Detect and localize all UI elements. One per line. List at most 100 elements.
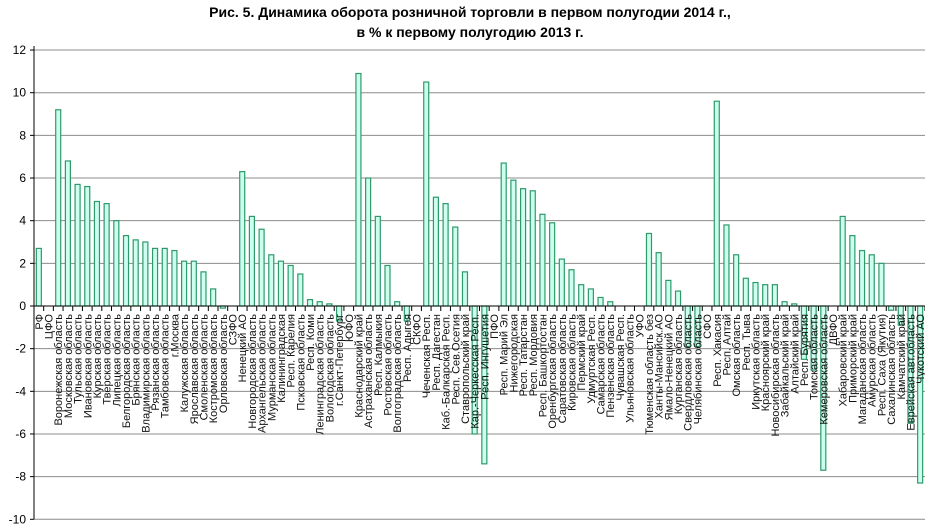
y-tick-label: 8: [19, 128, 26, 142]
bar: [858, 249, 866, 307]
bar: [587, 288, 594, 307]
bar: [868, 254, 875, 307]
category-label: Тверская область: [102, 314, 114, 405]
category-label: Респ. Коми: [305, 314, 317, 371]
bar: [84, 185, 91, 307]
category-label: Каб.-Балкарская Респ.: [441, 314, 453, 430]
bar: [64, 160, 71, 307]
bar: [151, 247, 159, 307]
bar: [122, 235, 130, 307]
category-label: Респ. Дагестан: [431, 314, 443, 391]
category-label: Респ. Карелия: [286, 314, 298, 387]
category-label: Респ. Алтай: [721, 314, 733, 375]
category-label: Удмуртская Респ.: [586, 314, 598, 404]
bar: [287, 264, 294, 307]
bar: [132, 239, 139, 307]
category-label: Респ. Ингушетия: [479, 314, 491, 400]
category-label: Вологодская область: [324, 314, 336, 423]
category-label: Респ. Саха (Якутия): [876, 314, 888, 416]
category-label: Ханты-Мансийск.АО: [654, 314, 666, 419]
chart-title: Рис. 5. Динамика оборота розничной торго…: [209, 4, 731, 20]
category-label: Респ. Бурятия: [799, 314, 811, 386]
category-label: Ульяновская область: [625, 314, 637, 423]
category-label: Костромская область: [208, 314, 220, 424]
category-label: Ненецкий АО: [237, 314, 249, 383]
category-label: Волгоградская область: [392, 314, 404, 433]
bar: [500, 162, 507, 307]
category-label: Респ. Сев.Осетия: [450, 314, 462, 404]
y-tick-label: 4: [19, 214, 26, 228]
category-label: Сахалинская область: [886, 314, 898, 425]
category-label: Ярославская область: [189, 314, 201, 425]
category-label: ДВФО: [828, 314, 840, 346]
category-label: Калужская область: [179, 314, 191, 413]
bar: [752, 281, 759, 307]
bar: [93, 200, 101, 307]
y-tick-label: 0: [19, 299, 26, 313]
bar: [539, 213, 546, 307]
category-label: Ростовская область: [382, 314, 394, 416]
bar: [771, 284, 778, 307]
category-label: Кар.-Черкесская Респ.: [470, 314, 482, 429]
category-label: Респ. Калмыкия: [373, 314, 385, 396]
category-label: Саратовская область: [557, 314, 569, 424]
y-tick-label: 6: [19, 171, 26, 185]
category-label: Алтайский край: [789, 314, 801, 394]
bar: [258, 228, 265, 307]
bar: [423, 81, 430, 307]
bar: [519, 188, 527, 307]
bar: [461, 271, 469, 307]
y-tick-label: -4: [15, 384, 26, 398]
bar: [849, 235, 856, 307]
bar: [181, 260, 188, 307]
bar: [733, 254, 740, 307]
bar: [200, 271, 207, 307]
bar: [839, 215, 846, 307]
category-label: Брянская область: [131, 314, 143, 406]
category-label: Астраханская область: [363, 314, 375, 428]
category-label: Липецкая область: [111, 314, 123, 407]
y-tick-label: 12: [13, 43, 27, 57]
y-tick-label: -6: [15, 427, 26, 441]
bar: [277, 260, 285, 307]
category-label: Респ. Татарстан: [518, 314, 530, 396]
bar: [529, 190, 536, 307]
category-label: СЗФО: [228, 314, 240, 346]
category-label: Амурская область: [867, 314, 879, 407]
category-label: Оренбургская область: [547, 314, 559, 429]
category-label: Магаданская область: [857, 314, 869, 425]
category-label: Курская область: [92, 314, 104, 399]
category-label: Приморский край: [847, 314, 859, 403]
bar: [549, 222, 556, 307]
category-label: Белгородская область: [121, 314, 133, 428]
category-label: ЮФО: [344, 314, 356, 342]
category-label: Ямало-Ненецкий АО: [663, 314, 675, 421]
category-label: ПФО: [489, 314, 501, 339]
y-tick-label: 10: [13, 86, 27, 100]
bar: [316, 301, 323, 307]
category-label: Нижегородская: [508, 314, 520, 393]
category-label: Хабаровский край: [838, 314, 850, 406]
bar: [190, 260, 197, 307]
category-label: Новосибирская область: [770, 314, 782, 437]
bar: [742, 277, 749, 307]
bar: [607, 301, 614, 307]
bar: [645, 232, 653, 307]
bar: [113, 220, 120, 307]
category-label: г.Санкт-Петербург: [334, 314, 346, 406]
category-label: Чеченская Респ.: [421, 314, 433, 398]
category-label: Чувашская Респ.: [615, 314, 627, 401]
category-label: Респ. Башкортостан: [537, 314, 549, 417]
category-label: РФ: [34, 314, 46, 330]
category-label: Пермский край: [576, 314, 588, 391]
category-label: Смоленская область: [198, 314, 210, 421]
category-label: г.Москва: [169, 313, 181, 357]
category-label: Самарская область: [596, 314, 608, 415]
category-label: Воронежская область: [53, 314, 65, 426]
category-label: Калининградская: [276, 314, 288, 403]
category-label: Кировская область: [567, 314, 579, 411]
bar: [674, 290, 682, 307]
bar: [248, 215, 256, 307]
category-label: Пензенская область: [605, 314, 617, 418]
